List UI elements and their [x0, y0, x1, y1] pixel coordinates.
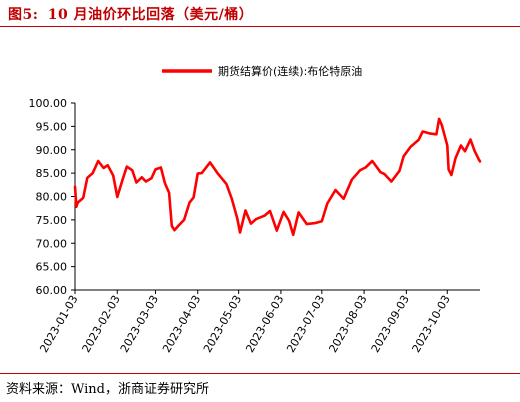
x-tick-label: 2023-07-03 — [284, 293, 327, 355]
y-tick-label: 70.00 — [36, 237, 68, 250]
figure-label: 图5: — [8, 7, 39, 23]
source-note: 资料来源：Wind，浙商证券研究所 — [6, 382, 209, 397]
y-tick-labels: 100.00 95.00 90.00 85.00 80.00 75.00 70.00 65.0… — [29, 97, 75, 297]
title-rule — [0, 26, 520, 27]
x-tick-label: 2023-08-03 — [326, 293, 369, 355]
x-tick-label: 2023-05-03 — [201, 293, 244, 355]
x-tick-label: 2023-01-03 — [37, 293, 80, 355]
legend-label: 期货结算价(连续):布伦特原油 — [218, 64, 362, 78]
x-tick-label: 2023-06-03 — [243, 293, 286, 355]
x-tick-label: 2023-02-03 — [80, 293, 123, 355]
y-tick-label: 100.00 — [29, 97, 68, 110]
series-group — [73, 117, 482, 237]
x-tick-label: 2023-09-03 — [369, 293, 412, 355]
y-tick-label: 75.00 — [36, 214, 68, 227]
legend: 期货结算价(连续):布伦特原油 — [162, 64, 362, 78]
y-tick-label: 90.00 — [36, 144, 68, 157]
source-rule — [0, 373, 520, 374]
figure-title-text: 10 月油价环比回落（美元/桶） — [47, 7, 254, 23]
x-tick-label: 2023-04-03 — [160, 293, 203, 355]
y-tick-label: 60.00 — [36, 284, 68, 297]
y-tick-label: 80.00 — [36, 191, 68, 204]
y-tick-label: 65.00 — [36, 261, 68, 274]
y-tick-label: 85.00 — [36, 167, 68, 180]
figure-title: 图5: 10 月油价环比回落（美元/桶） — [8, 4, 253, 24]
x-tick-label: 2023-03-03 — [118, 293, 161, 355]
y-tick-label: 95.00 — [36, 120, 68, 133]
line-chart: 期货结算价(连续):布伦特原油 100.00 95.00 90.00 85.00 80.… — [29, 64, 482, 355]
series-line-brent — [73, 117, 482, 237]
x-tick-label: 2023-10-03 — [410, 293, 453, 355]
